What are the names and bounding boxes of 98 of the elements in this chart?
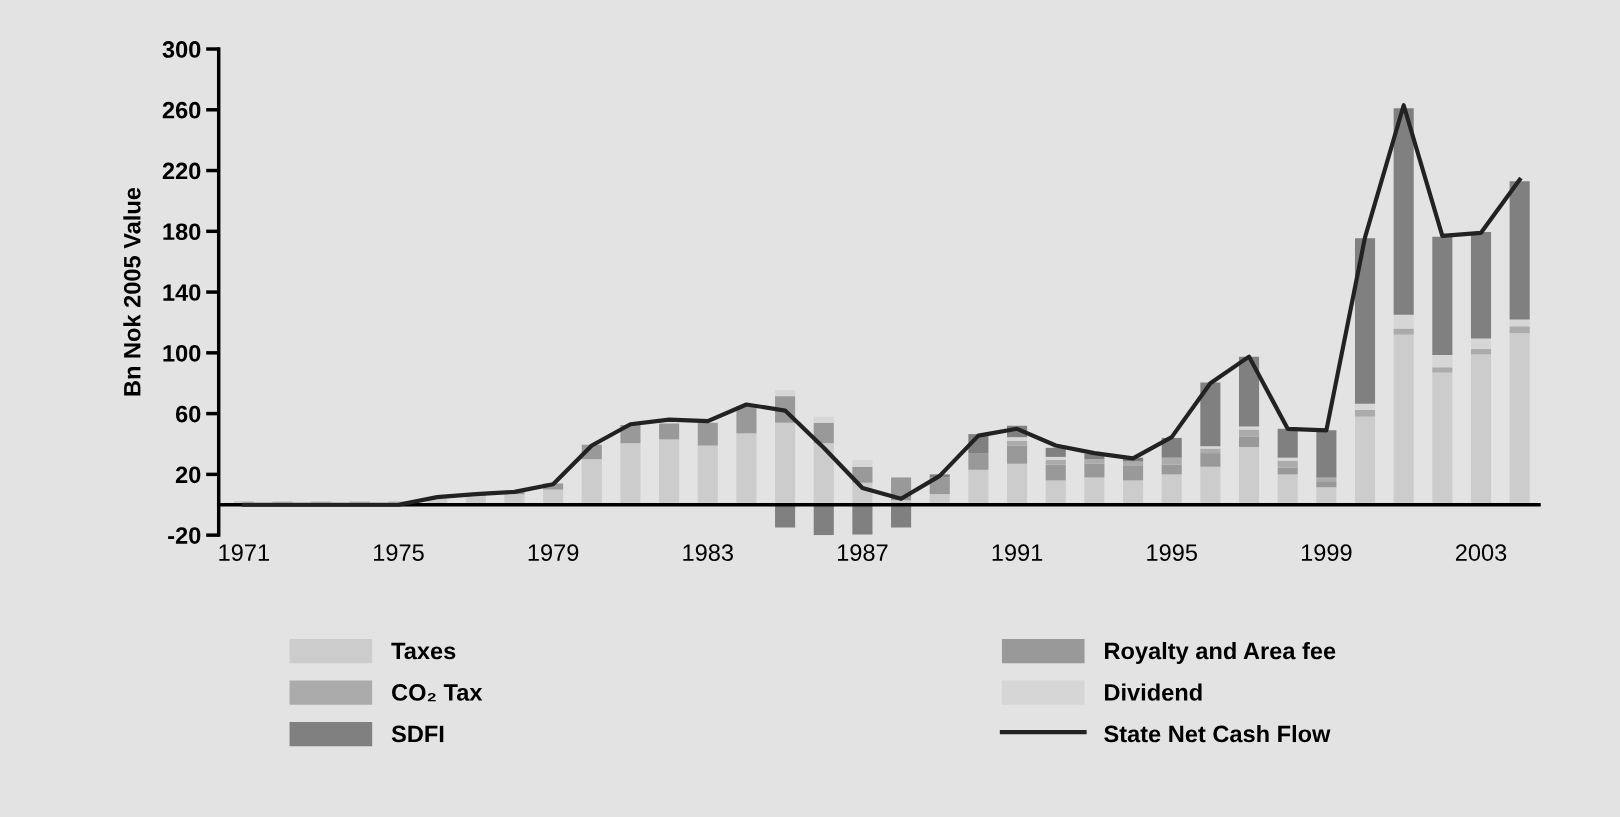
bar bbox=[1393, 108, 1414, 315]
bar bbox=[775, 422, 796, 505]
bar bbox=[1354, 238, 1376, 404]
bar bbox=[1045, 480, 1066, 505]
bar bbox=[1200, 446, 1221, 449]
legend-label: State Net Cash Flow bbox=[1104, 724, 1331, 743]
bar bbox=[1509, 326, 1530, 334]
legend-label: SDFI bbox=[391, 725, 444, 743]
bar bbox=[1007, 440, 1028, 446]
x-tick-label: 1987 bbox=[837, 544, 888, 561]
bar bbox=[736, 433, 757, 505]
bar bbox=[1432, 367, 1453, 373]
legend-label: Royalty and Area fee bbox=[1105, 641, 1336, 664]
y-tick-label: 180 bbox=[163, 223, 201, 241]
bar bbox=[1470, 349, 1492, 355]
x-tick-label: 1999 bbox=[1301, 544, 1352, 561]
bar bbox=[1277, 474, 1298, 505]
bar bbox=[1432, 236, 1453, 356]
bar bbox=[1238, 426, 1260, 430]
bar bbox=[1238, 447, 1260, 505]
bar bbox=[1007, 437, 1028, 441]
bar bbox=[1316, 477, 1337, 482]
bar bbox=[1509, 319, 1530, 327]
bar bbox=[775, 390, 796, 397]
bar bbox=[1123, 480, 1144, 505]
bar bbox=[813, 443, 834, 505]
bar bbox=[1432, 372, 1453, 505]
bar bbox=[1238, 436, 1260, 448]
bar bbox=[1393, 334, 1414, 505]
bar bbox=[736, 406, 757, 434]
bar bbox=[659, 439, 680, 505]
y-tick-label: 220 bbox=[162, 162, 201, 180]
x-tick-label: 2003 bbox=[1455, 544, 1507, 561]
x-tick-label: 1995 bbox=[1147, 544, 1197, 561]
bar bbox=[1470, 232, 1492, 339]
bar bbox=[1161, 474, 1182, 505]
bar bbox=[1007, 463, 1028, 505]
bar bbox=[852, 504, 873, 535]
bar bbox=[659, 423, 680, 440]
bar bbox=[852, 459, 873, 467]
bar bbox=[1277, 428, 1298, 458]
bar bbox=[1316, 481, 1337, 488]
bar bbox=[1354, 403, 1376, 410]
y-tick-label: 260 bbox=[162, 101, 201, 119]
bar bbox=[1123, 465, 1144, 481]
bar bbox=[1393, 314, 1414, 329]
x-tick-label: 1991 bbox=[992, 544, 1043, 561]
x-tick-label: 1975 bbox=[374, 544, 424, 561]
bar bbox=[1470, 354, 1492, 505]
bar bbox=[1432, 355, 1453, 368]
bar bbox=[1277, 457, 1298, 461]
bar bbox=[1316, 487, 1337, 505]
y-tick-label: 60 bbox=[175, 405, 201, 423]
bar bbox=[1084, 459, 1105, 464]
bar bbox=[620, 443, 641, 505]
y-tick-label: -20 bbox=[168, 527, 201, 544]
line-series bbox=[241, 103, 1522, 507]
bar bbox=[775, 504, 796, 528]
bar bbox=[1161, 464, 1182, 475]
bar bbox=[1045, 464, 1066, 481]
bar bbox=[968, 453, 989, 470]
bar bbox=[1007, 445, 1028, 464]
legend-label: Dividend bbox=[1105, 683, 1202, 701]
x-tick-label: 1983 bbox=[683, 544, 733, 561]
bar bbox=[1238, 356, 1260, 427]
x-tick-label: 1979 bbox=[528, 544, 579, 561]
bar bbox=[1316, 430, 1337, 478]
bar bbox=[581, 459, 602, 505]
bar bbox=[813, 504, 834, 536]
bar bbox=[813, 416, 834, 423]
bar bbox=[813, 422, 834, 444]
bar bbox=[1470, 338, 1492, 350]
bar bbox=[891, 504, 912, 528]
bar bbox=[1045, 447, 1066, 457]
bar bbox=[1123, 461, 1144, 466]
bar bbox=[1084, 477, 1105, 505]
bar bbox=[1200, 453, 1221, 467]
y-tick-label: 100 bbox=[163, 344, 201, 362]
y-tick-label: 140 bbox=[163, 284, 201, 301]
bar bbox=[1200, 382, 1221, 447]
bar bbox=[1509, 333, 1530, 505]
x-tick-label: 1971 bbox=[219, 544, 269, 561]
bar bbox=[1200, 466, 1221, 505]
y-tick-label: 300 bbox=[162, 41, 201, 58]
bar bbox=[697, 445, 718, 505]
legend-label: CO₂ Tax bbox=[392, 684, 483, 702]
bar bbox=[1084, 463, 1105, 478]
bar bbox=[1277, 460, 1298, 468]
bar bbox=[1509, 181, 1530, 320]
bar bbox=[1045, 456, 1066, 460]
y-tick-label: 20 bbox=[175, 466, 201, 484]
bar bbox=[1354, 409, 1376, 417]
bar bbox=[1393, 328, 1414, 335]
bar bbox=[1354, 416, 1376, 505]
bar bbox=[697, 422, 718, 446]
y-axis-title: Bn Nok 2005 Value bbox=[123, 187, 141, 396]
legend-label: Taxes bbox=[391, 642, 456, 660]
bar bbox=[968, 469, 989, 505]
